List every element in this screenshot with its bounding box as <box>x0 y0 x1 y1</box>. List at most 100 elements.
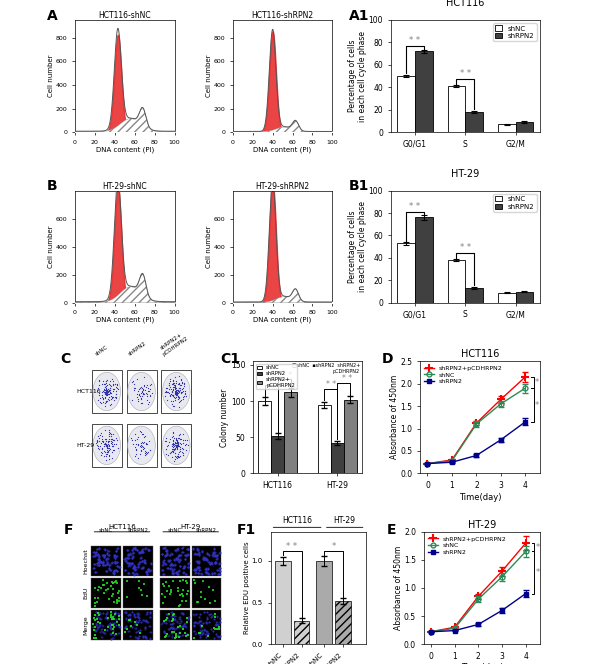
Y-axis label: Percentage of cells
in each cell cycle phase: Percentage of cells in each cell cycle p… <box>347 201 367 292</box>
X-axis label: DNA content (PI): DNA content (PI) <box>253 317 312 323</box>
Bar <box>331 443 344 473</box>
Title: HT-29: HT-29 <box>468 520 496 530</box>
Text: * *: * * <box>342 374 352 384</box>
shRPN2+pCDHRPN2 <box>475 592 482 600</box>
shRPN2+pCDHRPN2 <box>473 419 480 427</box>
Text: *: * <box>535 568 539 577</box>
shNC <box>497 400 505 408</box>
Text: *: * <box>535 378 539 387</box>
Text: B: B <box>47 179 58 193</box>
Text: B1: B1 <box>349 179 369 193</box>
Text: * *: * * <box>409 202 421 210</box>
Text: HT-29: HT-29 <box>181 524 201 530</box>
Text: □shNC  ▪shRPN2  shRPN2+: □shNC ▪shRPN2 shRPN2+ <box>292 363 360 367</box>
shRPN2+pCDHRPN2 <box>424 459 431 467</box>
Y-axis label: Cell number: Cell number <box>206 55 212 98</box>
Line: shRPN2+pCDHRPN2: shRPN2+pCDHRPN2 <box>423 373 529 467</box>
Bar <box>316 561 332 644</box>
Y-axis label: Absorbance of 450nm: Absorbance of 450nm <box>390 375 399 459</box>
shRPN2 <box>499 606 506 614</box>
Text: * *: * * <box>272 376 283 386</box>
shRPN2+pCDHRPN2 <box>497 395 505 403</box>
Line: shNC: shNC <box>425 386 528 466</box>
Bar <box>515 291 533 303</box>
Text: * *: * * <box>326 380 336 389</box>
Bar <box>498 124 515 132</box>
Text: D: D <box>382 352 393 367</box>
Text: C1: C1 <box>220 352 241 367</box>
Bar <box>271 436 284 473</box>
Bar <box>293 621 310 644</box>
Text: *: * <box>331 542 335 551</box>
Text: * *: * * <box>460 243 471 252</box>
shRPN2 <box>451 627 458 635</box>
Bar <box>284 392 298 473</box>
Text: E: E <box>386 523 396 537</box>
Text: HCT116: HCT116 <box>76 389 101 394</box>
Bar <box>465 112 483 132</box>
shRPN2 <box>522 418 529 426</box>
Text: HCT116: HCT116 <box>282 516 312 525</box>
shRPN2+pCDHRPN2 <box>448 456 455 464</box>
Legend: shNC, shRPN2, shRPN2+
pCDHRPN2: shNC, shRPN2, shRPN2+ pCDHRPN2 <box>256 364 296 389</box>
shRPN2+pCDHRPN2 <box>499 567 506 575</box>
Text: F1: F1 <box>237 523 256 537</box>
Text: shRPN2+
pCDHRPN2: shRPN2+ pCDHRPN2 <box>158 331 189 357</box>
Bar <box>465 288 483 303</box>
Text: Merge: Merge <box>84 615 89 635</box>
Legend: shRPN2+pCDHRPN2, shNC, shRPN2: shRPN2+pCDHRPN2, shNC, shRPN2 <box>423 365 504 385</box>
Bar <box>448 86 465 132</box>
Bar <box>275 561 291 644</box>
shRPN2+pCDHRPN2 <box>522 539 529 547</box>
shRPN2+pCDHRPN2 <box>427 627 434 635</box>
Text: A1: A1 <box>349 9 369 23</box>
shNC <box>427 627 434 635</box>
shNC <box>451 624 458 632</box>
Text: A: A <box>47 9 58 23</box>
Text: * *: * * <box>409 36 421 44</box>
Text: shNC: shNC <box>168 528 182 533</box>
Title: HCT116-shNC: HCT116-shNC <box>98 11 151 20</box>
shRPN2+pCDHRPN2 <box>522 373 529 381</box>
Title: HCT116-shRPN2: HCT116-shRPN2 <box>251 11 314 20</box>
Text: HT-29: HT-29 <box>76 443 94 448</box>
Bar <box>397 243 415 303</box>
Text: * *: * * <box>286 542 298 551</box>
Title: HT-29-shNC: HT-29-shNC <box>103 181 147 191</box>
Bar <box>397 76 415 132</box>
Line: shRPN2: shRPN2 <box>425 420 527 465</box>
Text: C: C <box>61 352 71 367</box>
Y-axis label: Cell number: Cell number <box>48 55 54 98</box>
Bar <box>317 404 331 473</box>
Title: HT-29: HT-29 <box>451 169 479 179</box>
Bar <box>415 218 433 303</box>
Bar <box>515 122 533 132</box>
Bar <box>448 260 465 303</box>
Text: EdU: EdU <box>84 587 89 599</box>
X-axis label: DNA content (PI): DNA content (PI) <box>95 146 154 153</box>
Line: shRPN2+pCDHRPN2: shRPN2+pCDHRPN2 <box>427 539 530 636</box>
shNC <box>473 420 480 428</box>
Title: HCT116: HCT116 <box>461 349 499 359</box>
Bar <box>335 601 351 644</box>
Y-axis label: Relative EDU positive cells: Relative EDU positive cells <box>244 542 250 634</box>
Legend: shNC, shRPN2: shNC, shRPN2 <box>493 23 536 41</box>
shNC <box>475 595 482 603</box>
Y-axis label: Cell number: Cell number <box>48 226 54 268</box>
shRPN2 <box>522 590 529 598</box>
Ellipse shape <box>128 373 155 411</box>
Bar <box>258 401 271 473</box>
Ellipse shape <box>93 373 121 411</box>
Line: shNC: shNC <box>428 549 528 634</box>
Text: * *: * * <box>460 69 471 78</box>
shRPN2 <box>427 627 434 635</box>
Text: pCDHRPN2: pCDHRPN2 <box>332 369 360 374</box>
Text: shRPN2: shRPN2 <box>127 528 148 533</box>
X-axis label: DNA content (PI): DNA content (PI) <box>95 317 154 323</box>
shRPN2+pCDHRPN2 <box>451 623 458 631</box>
Y-axis label: Cell number: Cell number <box>206 226 212 268</box>
Legend: shRPN2+pCDHRPN2, shNC, shRPN2: shRPN2+pCDHRPN2, shNC, shRPN2 <box>427 535 508 556</box>
shNC <box>522 384 529 392</box>
Text: *: * <box>535 400 539 410</box>
shNC <box>448 457 455 465</box>
